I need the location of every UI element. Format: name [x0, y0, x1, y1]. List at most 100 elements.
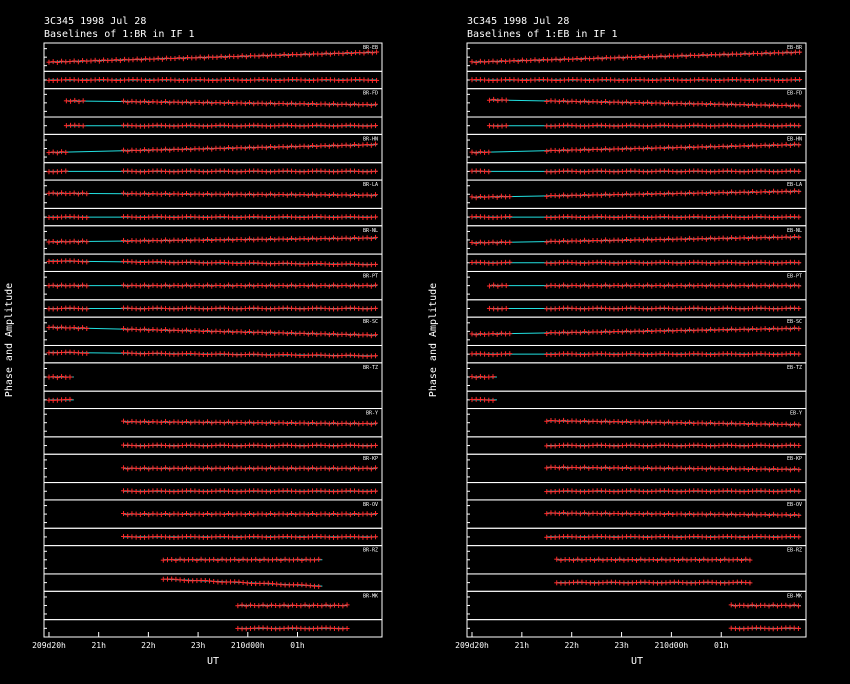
amplitude-point: [356, 102, 362, 108]
phase-point: [327, 77, 333, 83]
phase-point: [50, 78, 56, 84]
phase-point: [289, 214, 295, 220]
phase-point: [360, 215, 366, 221]
phase-point: [164, 77, 170, 83]
phase-point: [80, 77, 86, 83]
phase-point: [197, 77, 203, 83]
x-tick-label: 209d20h: [455, 641, 489, 650]
amplitude-point: [179, 100, 185, 106]
amplitude-point: [356, 193, 362, 199]
x-tick-label: 23h: [191, 641, 206, 650]
amplitude-point: [272, 101, 278, 107]
amplitude-point: [230, 101, 236, 107]
amplitude-point: [213, 100, 219, 106]
amplitude-point: [348, 51, 354, 57]
amplitude-point: [214, 54, 220, 60]
amplitude-point: [356, 142, 362, 148]
amplitude-point: [368, 142, 374, 148]
amplitude-point: [213, 191, 219, 197]
amplitude-point: [311, 51, 317, 57]
phase-point: [63, 214, 69, 220]
amplitude-point: [146, 99, 152, 105]
phase-point: [221, 168, 227, 174]
amplitude-point: [230, 146, 236, 152]
phase-point: [121, 122, 127, 128]
phase-point: [218, 77, 224, 83]
phase-point: [167, 123, 173, 129]
amplitude-point: [67, 239, 73, 245]
amplitude-point: [142, 190, 148, 196]
phase-point: [217, 168, 223, 174]
amplitude-point: [50, 238, 56, 244]
amplitude-point: [201, 55, 207, 61]
amplitude-point: [59, 238, 65, 244]
amplitude-point: [238, 100, 244, 106]
phase-point: [364, 215, 370, 221]
amplitude-point: [326, 102, 332, 108]
phase-point: [150, 168, 156, 174]
amplitude-point: [151, 56, 157, 62]
phase-point: [154, 122, 160, 128]
amplitude-point: [344, 50, 350, 56]
amplitude-point: [184, 99, 190, 105]
amplitude-point: [255, 144, 261, 150]
baseline-label: EB-FD: [787, 91, 802, 97]
amplitude-point: [196, 99, 202, 105]
phase-point: [344, 77, 350, 83]
phase-point: [168, 77, 174, 83]
amplitude-point: [289, 100, 295, 106]
amplitude-point: [171, 146, 177, 152]
amplitude-point: [298, 52, 304, 58]
phase-point: [284, 214, 290, 220]
amplitude-point: [213, 145, 219, 151]
amplitude-point: [251, 101, 257, 107]
amplitude-point: [121, 98, 127, 104]
phase-point: [196, 214, 202, 220]
phase-point: [368, 169, 374, 175]
amplitude-point: [163, 190, 169, 196]
amplitude-point: [247, 191, 253, 197]
phase-point: [302, 77, 308, 83]
phase-point: [356, 168, 362, 174]
amplitude-point: [63, 149, 69, 155]
phase-point: [133, 214, 139, 220]
amplitude-point: [276, 144, 282, 150]
phase-point: [142, 169, 148, 175]
amplitude-point: [150, 99, 156, 105]
amplitude-point: [315, 51, 321, 57]
phase-point: [71, 214, 77, 220]
amplitude-point: [305, 144, 311, 150]
phase-point: [125, 214, 131, 220]
phase-point: [277, 77, 283, 83]
x-tick-label: 22h: [141, 641, 156, 650]
phase-point: [360, 169, 366, 175]
amplitude-point: [268, 100, 274, 106]
phase-point: [331, 215, 337, 221]
amplitude-point: [357, 50, 363, 56]
amplitude-point: [343, 101, 349, 107]
amplitude-point: [373, 141, 379, 147]
phase-point: [326, 123, 332, 129]
baseline-label: EB-RZ: [787, 548, 802, 554]
phase-point: [289, 168, 295, 174]
phase-point: [213, 168, 219, 174]
phase-point: [310, 214, 316, 220]
amplitude-point: [306, 52, 312, 58]
amplitude-point: [365, 49, 371, 55]
x-tick-label: 21h: [515, 641, 530, 650]
amplitude-point: [259, 144, 265, 150]
phase-point: [129, 123, 135, 129]
phase-point: [364, 169, 370, 175]
phase-point: [368, 214, 374, 220]
amplitude-point: [167, 192, 173, 198]
amplitude-point: [294, 52, 300, 58]
amplitude-point: [75, 239, 81, 245]
phase-point: [63, 77, 69, 83]
amplitude-point: [217, 191, 223, 197]
amplitude-point: [129, 190, 135, 196]
phase-point: [50, 169, 56, 175]
phase-point: [172, 77, 178, 83]
phase-point: [231, 77, 237, 83]
amplitude-point: [54, 59, 60, 65]
